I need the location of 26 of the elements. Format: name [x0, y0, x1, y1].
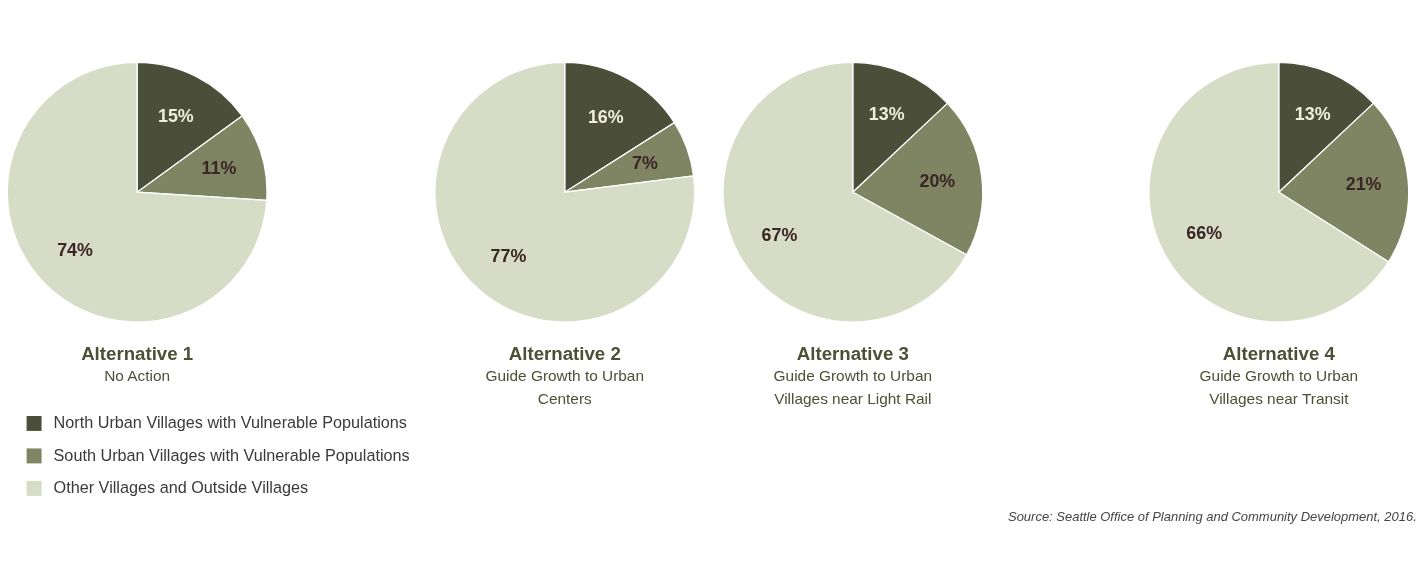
text: Alternative 3: [796, 343, 909, 365]
data-label: 15%: [157, 105, 194, 126]
text: Alternative 4: [1222, 343, 1336, 365]
data-label: 13%: [1294, 103, 1331, 124]
source-note: Source: Seattle Office of Planning and Community Development, 2016.: [1008, 508, 1417, 524]
data-label: 20%: [919, 171, 956, 192]
text: Alternative 1: [81, 343, 194, 365]
text: No Action: [104, 367, 171, 385]
text: Guide Growth to Urban Villages near Transit: [1199, 367, 1359, 407]
data-label: 16%: [587, 107, 624, 128]
legend-label: Other Villages and Outside Villages: [53, 478, 309, 497]
text: Guide Growth to Urban Centers: [485, 367, 644, 407]
pie-slice: [434, 61, 696, 323]
legend-label: South Urban Villages with Vulnerable Populations: [53, 445, 410, 464]
data-label: 66%: [1186, 222, 1223, 243]
data-label: 77%: [490, 245, 527, 266]
data-label: 11%: [201, 158, 237, 179]
pie-slice: [6, 61, 268, 323]
data-label: 21%: [1345, 173, 1382, 194]
data-label: 67%: [761, 225, 798, 246]
data-label: 7%: [632, 153, 658, 174]
data-label: 13%: [868, 103, 905, 124]
legend-label: North Urban Villages with Vulnerable Populations: [53, 413, 407, 432]
text: Alternative 2: [508, 343, 621, 365]
text: Guide Growth to Urban Villages near Light Rail: [773, 367, 933, 407]
data-label: 74%: [57, 240, 94, 261]
